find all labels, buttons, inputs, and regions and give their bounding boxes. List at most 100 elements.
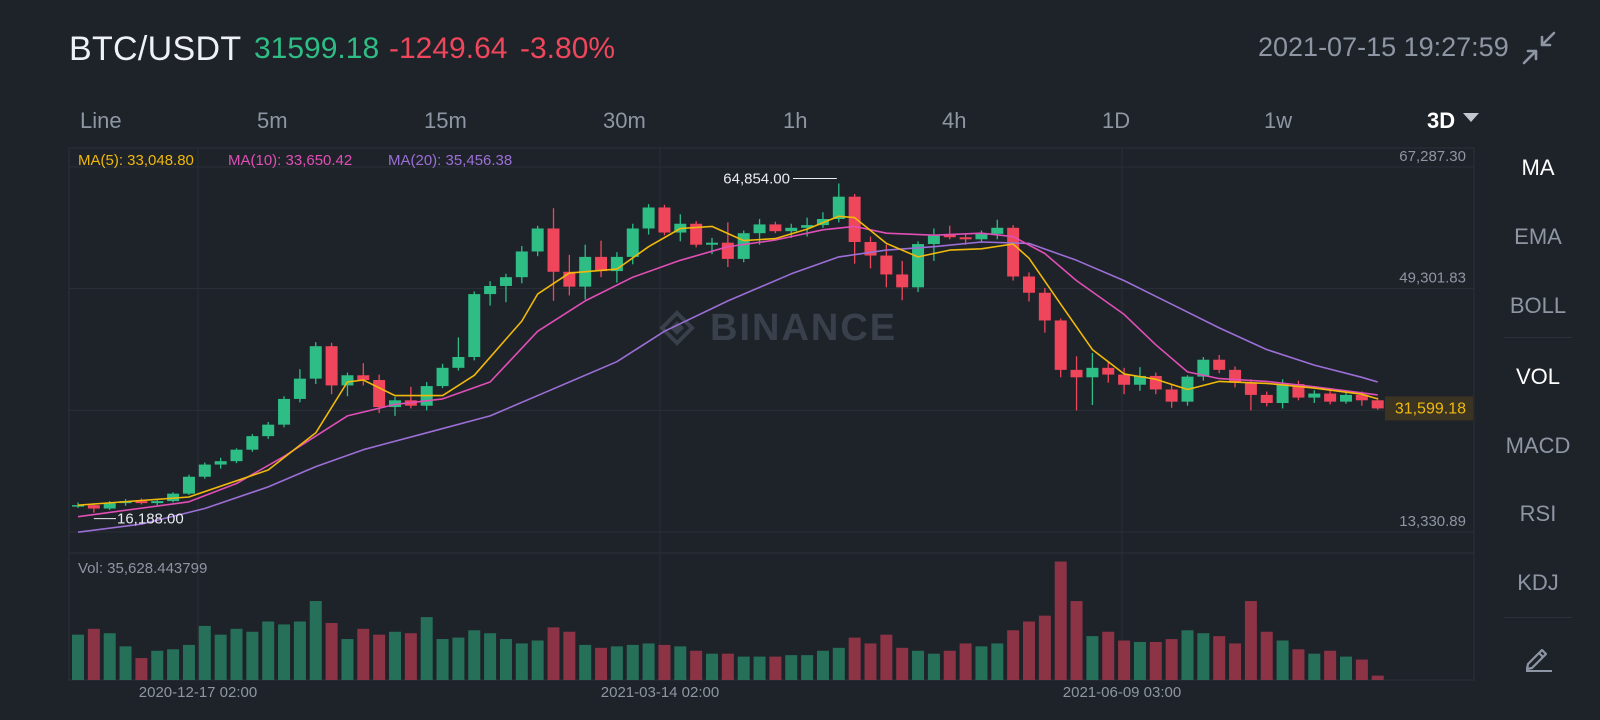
candle [1007, 225, 1020, 281]
timeframe-1h[interactable]: 1h [783, 108, 808, 133]
volume-bar [896, 647, 909, 680]
volume-bar [1197, 633, 1210, 680]
candle [214, 457, 227, 469]
candle-body [1086, 367, 1099, 378]
timeframe-3d[interactable]: 3D [1427, 108, 1456, 133]
candle [816, 212, 829, 228]
timestamp: 2021-07-15 19:27:59 [1258, 32, 1509, 62]
candle-body [182, 476, 195, 494]
candle [1165, 384, 1178, 408]
timeframe-5m[interactable]: 5m [257, 108, 288, 133]
candle-body [912, 244, 925, 288]
candle-body [595, 256, 608, 272]
volume-bar [737, 656, 750, 680]
y-axis-tick-label: 49,301.83 [1399, 270, 1466, 287]
volume-bar [404, 633, 417, 680]
candle-body [135, 501, 148, 504]
indicator-divider [1504, 337, 1572, 338]
volume-bar [293, 621, 306, 680]
candle-body [1038, 292, 1051, 321]
candle [1213, 354, 1226, 374]
volume-bar [515, 643, 528, 680]
volume-bar [1340, 656, 1352, 680]
volume-bar [991, 643, 1004, 680]
candle [975, 230, 988, 243]
volume-bar [1023, 621, 1035, 680]
chevron-down-icon[interactable] [1462, 112, 1480, 124]
indicator-macd[interactable]: MACD [1505, 433, 1571, 458]
candle-body [769, 224, 782, 232]
candle-body [357, 375, 370, 381]
candle-body [1371, 400, 1384, 409]
last-price: 31599.18 [254, 32, 380, 65]
candle [309, 342, 322, 385]
indicator-ema[interactable]: EMA [1514, 224, 1562, 249]
volume-bar [1086, 636, 1099, 680]
volume-bar [1355, 659, 1368, 680]
volume-bar [1118, 640, 1131, 680]
candle-body [991, 227, 1004, 234]
candle-body [262, 424, 275, 437]
candle-body [1118, 374, 1131, 385]
candle [769, 221, 782, 234]
binance-watermark: BINANCE [710, 307, 897, 349]
candle-body [1244, 382, 1257, 395]
volume-bar [912, 650, 925, 680]
volume-bar [499, 639, 512, 680]
timeframe-4h[interactable]: 4h [942, 108, 967, 133]
timeframe-30m[interactable]: 30m [603, 108, 646, 133]
candle [1054, 318, 1067, 378]
volume-bar [769, 656, 782, 680]
timeframe-1w[interactable]: 1w [1264, 108, 1293, 133]
volume-bar [927, 653, 940, 680]
volume-bars-layer [72, 561, 1384, 680]
volume-bar [880, 634, 893, 680]
volume-bar [246, 631, 259, 680]
indicator-vol[interactable]: VOL [1515, 364, 1561, 389]
timeframe-line[interactable]: Line [80, 108, 122, 133]
volume-bar [674, 646, 687, 680]
pair-title[interactable]: BTC/USDT [69, 30, 242, 68]
candle-body [753, 224, 766, 234]
watermark-logo-icon [659, 310, 695, 346]
volume-bar [119, 646, 132, 680]
indicator-boll[interactable]: BOLL [1509, 293, 1567, 318]
indicator-ma[interactable]: MA [1521, 155, 1555, 180]
volume-bar [563, 631, 576, 680]
candle-body [959, 237, 972, 240]
collapse-arrows-icon[interactable] [1521, 30, 1557, 66]
candle [1118, 367, 1131, 395]
candle [721, 222, 734, 268]
candle [595, 240, 608, 278]
volume-bar [610, 646, 623, 680]
pen-draw-icon[interactable] [1522, 640, 1554, 672]
volume-bar [1038, 615, 1051, 680]
chart-labels-layer: 67,287.30 49,301.83 13,330.89 31,599.18 64,8… [93, 148, 1473, 701]
candle-body [721, 242, 734, 259]
candle [1149, 372, 1162, 395]
candle [1340, 391, 1352, 404]
volume-bar [198, 625, 211, 680]
timeframe-1d[interactable]: 1D [1102, 108, 1131, 133]
candle-body [706, 242, 718, 245]
volume-bar [959, 643, 972, 680]
volume-bar [278, 624, 291, 680]
candle [135, 498, 148, 505]
candlestick-chart[interactable]: BINANCE 67,287.30 49,301.83 13,330.89 31,59… [0, 140, 1490, 720]
candle [785, 223, 798, 238]
volume-bar [1292, 649, 1305, 680]
price-change-percent: -3.80% [520, 32, 616, 65]
candle-body [1070, 369, 1083, 378]
volume-bar [1165, 639, 1178, 680]
candle-body [198, 464, 211, 477]
candle-body [72, 505, 84, 507]
candle [531, 225, 544, 257]
candle [1229, 366, 1242, 388]
candle-body [246, 436, 259, 450]
candle-body [293, 378, 306, 399]
indicator-rsi[interactable]: RSI [1519, 501, 1557, 526]
candle [1324, 389, 1337, 405]
indicator-kdj[interactable]: KDJ [1517, 570, 1559, 595]
timeframe-15m[interactable]: 15m [424, 108, 467, 133]
high-marker-label: 64,854.00 [723, 170, 790, 187]
